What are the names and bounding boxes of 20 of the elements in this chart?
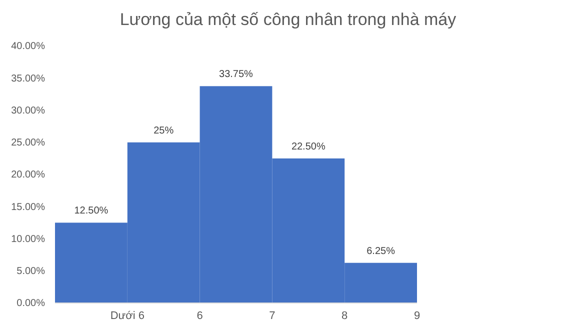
x-tick-label: 8 [342,310,348,322]
data-label: 12.50% [74,206,108,217]
y-tick-label: 35.00% [11,73,46,84]
y-tick-label: 40.00% [11,41,46,52]
y-tick-label: 10.00% [11,234,46,245]
x-tick-label: 7 [269,310,276,322]
x-tick-label: 6 [196,310,203,322]
y-tick-label: 0.00% [16,298,46,310]
x-tick-label: 9 [414,310,420,322]
y-tick-label: 15.00% [11,202,46,213]
x-tick-label: Dưới 6 [110,310,144,322]
y-tick-label: 30.00% [11,105,46,116]
chart-title: Lương của một số công nhân trong nhà máy [120,10,457,29]
y-tick-label: 5.00% [16,266,46,278]
y-tick-label: 25.00% [11,138,46,149]
data-label: 33.75% [219,69,254,80]
y-tick-label: 20.00% [11,170,46,181]
data-label: 6.25% [366,246,396,257]
data-label: 22.50% [291,141,326,152]
data-label: 25% [154,125,174,136]
